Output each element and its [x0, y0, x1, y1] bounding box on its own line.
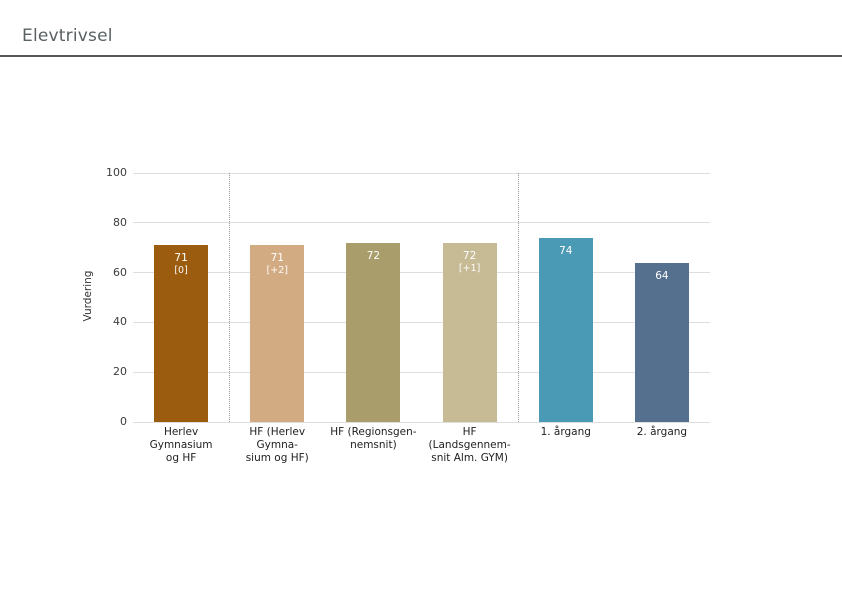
gridline-y-100 [133, 172, 710, 174]
y-tick-label-20: 20 [113, 365, 127, 379]
bar-value-label: 64 [655, 269, 669, 282]
bar-value-label: 71 [174, 252, 188, 265]
group-separator [517, 173, 519, 422]
x-category-label-line: snit Alm. GYM) [431, 452, 508, 464]
x-category-label-line: HF (Landsgennem- [428, 426, 511, 451]
x-category-label-2: HF (Herlev Gymna-sium og HF) [229, 426, 325, 465]
bar-2: 71 [+2] [250, 245, 305, 422]
y-tick-label-80: 80 [113, 215, 127, 229]
y-tick-label-0: 0 [120, 415, 127, 428]
bar-value-label: 74 [559, 244, 573, 257]
x-category-label-3: HF (Regionsgen-nemsnit) [325, 426, 421, 452]
bar-delta-label: [+1] [458, 262, 481, 274]
y-tick-label-60: 60 [113, 265, 127, 279]
x-category-label-line: Herlev Gymnasium [149, 426, 213, 451]
x-category-label-6: 2. årgang [614, 426, 710, 439]
x-category-label-line: sium og HF) [245, 452, 309, 464]
x-category-label-5: 1. årgang [518, 426, 614, 439]
bar-value-label: 71 [270, 252, 284, 265]
x-category-label-line: og HF [165, 452, 197, 464]
bar-delta-label: [+2] [266, 265, 288, 277]
bar-1: 71 [0] [154, 245, 209, 422]
gridline-y-0 [133, 421, 710, 423]
page-title: Elevtrivsel [22, 26, 113, 46]
x-category-label-line: 1. årgang [540, 426, 591, 438]
bar-5: 74 [538, 237, 593, 422]
bar-6: 64 [634, 262, 689, 422]
bar-delta-label: [0] [174, 265, 188, 277]
x-category-label-line: HF (Herlev Gymna- [249, 426, 306, 451]
x-category-label-line: HF (Regionsgen- [330, 426, 417, 438]
x-category-label-1: Herlev Gymnasium og HF [133, 426, 229, 465]
bar-3: 72 [346, 242, 401, 422]
group-separator [229, 173, 231, 422]
gridline-y-80 [133, 222, 710, 224]
y-tick-label-40: 40 [113, 315, 127, 329]
x-category-label-line: nemsnit) [350, 439, 397, 451]
gridline-y-40 [133, 321, 710, 323]
title-divider [0, 55, 842, 57]
bar-value-label: 72 [366, 249, 381, 262]
x-category-label-4: HF (Landsgennem-snit Alm. GYM) [422, 426, 518, 465]
bar-4: 72 [+1] [442, 242, 497, 422]
gridline-y-60 [133, 272, 710, 274]
x-category-label-line: 2. årgang [636, 426, 688, 438]
y-tick-label-100: 100 [106, 166, 127, 179]
bar-value-label: 72 [462, 249, 477, 262]
bar-chart-plot-area: 0 20 40 60 80 100 71 [0] Herlev Gymnasium og HF 71… [106, 167, 710, 464]
gridline-y-20 [133, 371, 710, 373]
